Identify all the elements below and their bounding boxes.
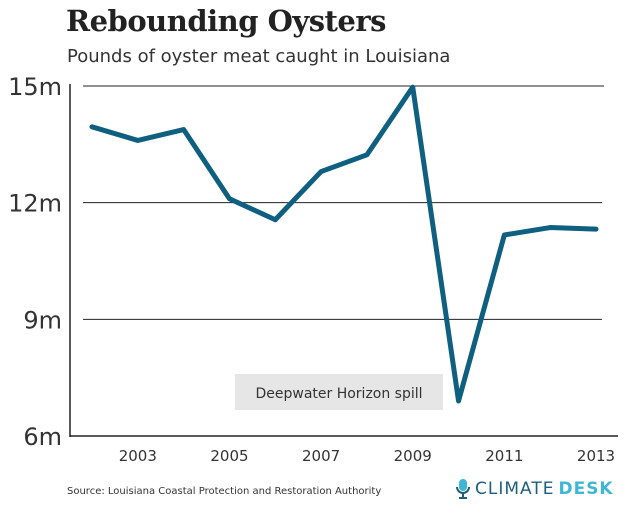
chart-title: Rebounding Oysters xyxy=(66,4,386,38)
x-tick-label: 2005 xyxy=(210,447,248,465)
climate-desk-logo: CLIMATE DESK xyxy=(455,478,614,500)
series-line xyxy=(89,84,599,404)
x-tick-label: 2007 xyxy=(302,447,340,465)
logo-desk: DESK xyxy=(558,479,614,499)
y-tick-label: 12m xyxy=(8,190,62,218)
y-tick-label: 15m xyxy=(8,73,62,101)
y-tick-label: 9m xyxy=(23,306,62,334)
x-tick-label: 2003 xyxy=(119,447,157,465)
x-tick-label: 2011 xyxy=(485,447,523,465)
source-note: Source: Louisiana Coastal Protection and… xyxy=(67,486,382,497)
y-tick-label: 6m xyxy=(23,423,62,451)
x-tick-label: 2009 xyxy=(394,447,432,465)
x-tick-label: 2013 xyxy=(577,447,615,465)
annotation-label: Deepwater Horizon spill xyxy=(255,386,422,402)
logo-climate: CLIMATE xyxy=(475,479,555,499)
annotation-box xyxy=(235,374,443,410)
microphone-icon xyxy=(456,479,470,499)
chart-subtitle: Pounds of oyster meat caught in Louisian… xyxy=(67,46,451,67)
